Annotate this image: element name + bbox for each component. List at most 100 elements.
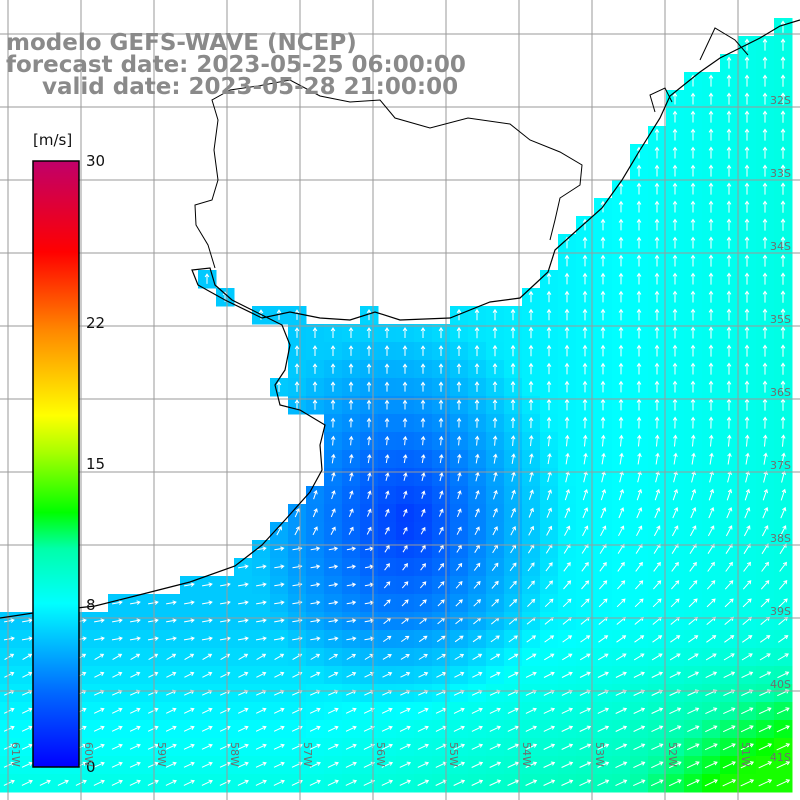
wind-arrow (687, 725, 700, 733)
wind-arrow (708, 110, 714, 123)
wind-arrow (327, 725, 339, 732)
wind-arrow (438, 345, 444, 356)
wind-arrow (690, 272, 696, 285)
wind-arrow (417, 761, 430, 768)
wind-arrow (330, 399, 336, 410)
wind-arrow (489, 779, 502, 786)
colorbar-tick-label: 30 (86, 152, 106, 170)
wind-arrow (633, 653, 645, 661)
wind-arrow (310, 653, 321, 660)
wind-arrow (204, 273, 210, 284)
wind-arrow (237, 761, 249, 768)
wind-arrow (618, 182, 624, 195)
wind-arrow (726, 488, 733, 501)
wind-arrow (165, 779, 177, 786)
wind-arrow (761, 561, 769, 572)
wind-arrow (672, 380, 678, 393)
wind-arrow (673, 434, 678, 447)
wind-arrow (4, 671, 15, 678)
wind-arrow (563, 580, 572, 590)
wind-arrow (762, 110, 768, 123)
wind-arrow (564, 507, 571, 519)
title-valid-date: valid date: 2023-05-28 21:00:00 (42, 74, 459, 100)
wind-arrow (564, 254, 570, 267)
wind-arrow (726, 326, 732, 339)
wind-arrow (3, 636, 15, 641)
wind-arrow (309, 743, 321, 750)
wind-arrow (672, 146, 678, 159)
wind-arrow (762, 488, 769, 501)
wind-arrow (616, 598, 626, 608)
wind-arrow (348, 417, 354, 428)
wind-arrow (438, 435, 444, 446)
wind-arrow (528, 380, 534, 393)
wind-arrow (742, 598, 752, 608)
wind-arrow (726, 236, 732, 249)
wind-arrow (255, 779, 267, 786)
wind-arrow (690, 380, 696, 393)
wind-arrow (600, 308, 606, 321)
wind-arrow (672, 308, 678, 321)
wind-arrow (564, 525, 571, 536)
wind-arrow (183, 779, 195, 786)
wind-arrow (582, 326, 588, 339)
wind-arrow (294, 345, 300, 356)
wind-arrow (580, 635, 591, 643)
wind-arrow (21, 779, 33, 786)
wind-arrow (776, 743, 791, 751)
wind-arrow (57, 779, 69, 786)
wind-arrow (650, 779, 664, 787)
wind-arrow (528, 344, 534, 357)
wind-arrow (545, 580, 554, 590)
wind-arrow (147, 761, 159, 768)
wind-arrow (255, 725, 267, 732)
wind-arrow (618, 308, 624, 321)
latitude-label: 40S (770, 678, 791, 691)
wind-arrow (780, 200, 786, 213)
longitude-label: 57W (301, 742, 314, 767)
wind-arrow (112, 671, 123, 678)
wind-arrow (366, 345, 372, 356)
wind-arrow (184, 618, 195, 623)
wind-arrow (545, 562, 553, 572)
wind-arrow (417, 743, 429, 750)
wind-arrow (21, 707, 33, 714)
wind-arrow (637, 434, 642, 447)
wind-arrow (456, 508, 462, 517)
wind-arrow (708, 362, 714, 375)
wind-arrow (237, 743, 249, 750)
wind-arrow (633, 671, 645, 678)
wind-arrow (384, 363, 390, 374)
wind-arrow (492, 326, 498, 339)
wind-arrow (762, 38, 768, 51)
wind-arrow (255, 707, 267, 714)
wind-arrow (417, 779, 430, 786)
wind-arrow (724, 580, 734, 590)
wind-arrow (706, 580, 716, 590)
wind-arrow (237, 636, 249, 641)
wind-arrow (129, 707, 141, 714)
wind-arrow (758, 743, 773, 751)
wind-arrow (4, 618, 15, 623)
longitude-label: 51W (739, 742, 752, 767)
wind-arrow (690, 92, 696, 105)
colorbar-tick-label: 8 (86, 596, 96, 615)
wind-arrow (457, 453, 462, 464)
wind-arrow (366, 381, 372, 392)
longitude-label: 52W (666, 742, 679, 767)
wind-arrow (615, 707, 628, 714)
wind-arrow (615, 779, 628, 787)
wind-arrow (273, 636, 285, 641)
wind-arrow (744, 380, 750, 393)
wind-arrow (599, 580, 608, 590)
wind-arrow (708, 488, 715, 501)
wind-arrow (579, 653, 591, 661)
wind-arrow (366, 363, 372, 374)
wind-arrow (437, 581, 445, 589)
wind-arrow (183, 725, 195, 732)
wind-arrow (654, 182, 660, 195)
wind-arrow (310, 636, 321, 641)
wind-arrow (651, 653, 663, 661)
wind-arrow (165, 725, 177, 732)
wind-arrow (561, 761, 574, 768)
